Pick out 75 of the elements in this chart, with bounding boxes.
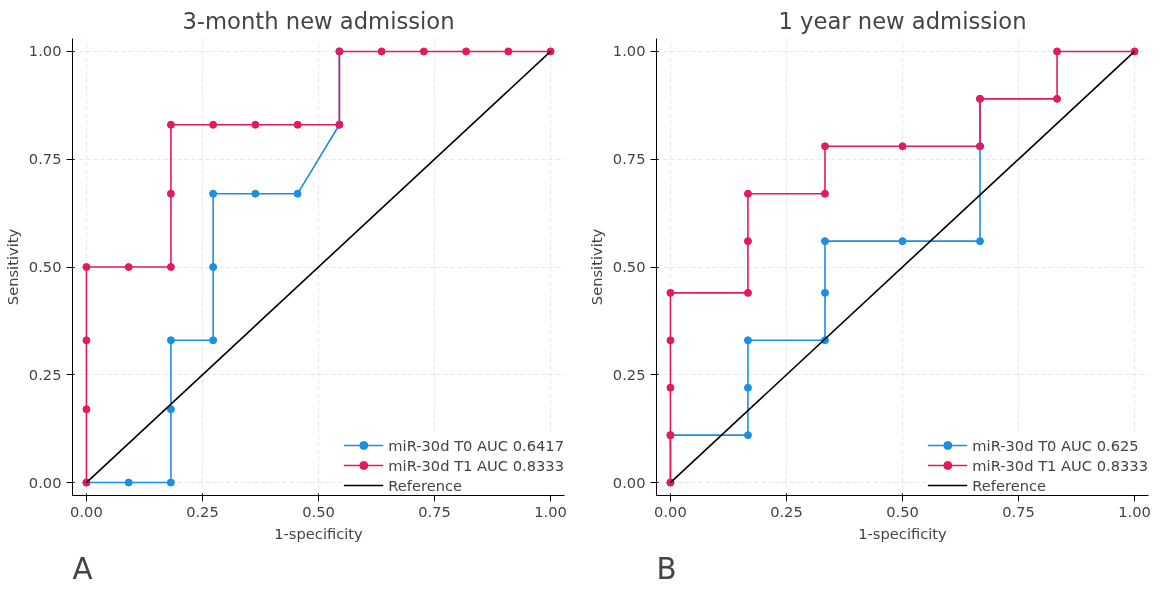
point (166, 263, 175, 271)
point (666, 336, 675, 345)
y-tick-label: 0.25 (612, 365, 646, 383)
x-tick-label: 1.00 (534, 502, 567, 520)
point (209, 120, 218, 129)
point (209, 336, 218, 345)
point (820, 142, 829, 151)
chart-title: 3-month new admission (182, 7, 455, 34)
x-tick-label: 0.50 (886, 502, 919, 520)
x-tick-label: 0.25 (186, 502, 219, 520)
point (898, 142, 907, 151)
x-tick-label: 0.50 (302, 502, 335, 520)
point (743, 189, 752, 198)
point (419, 47, 428, 56)
point (166, 120, 175, 129)
legend-label: miR-30d T1 AUC 0.8333 (388, 456, 564, 474)
point (504, 47, 513, 56)
point (898, 237, 907, 246)
point (82, 336, 91, 345)
y-tick-label: 0.50 (28, 258, 62, 275)
legend-label: miR-30d T0 AUC 0.625 (972, 436, 1139, 454)
point (1053, 47, 1062, 56)
point (743, 237, 752, 246)
x-tick-label: 0.75 (418, 502, 451, 520)
point (209, 189, 218, 198)
legend-label: Reference (388, 476, 463, 494)
point (377, 47, 386, 56)
point (124, 263, 133, 271)
y-tick-label: 0.50 (612, 258, 646, 275)
point (293, 120, 302, 129)
text: A (72, 551, 93, 586)
point (743, 288, 752, 297)
point (166, 478, 175, 487)
point (251, 189, 260, 198)
point (166, 336, 175, 345)
y-tick-label: 0.75 (612, 150, 646, 168)
chart-title: 1 year new admission (778, 7, 1027, 34)
x-tick-label: 0.00 (70, 502, 103, 520)
y-tick-label: 0.00 (612, 473, 646, 491)
legend-label: miR-30d T1 AUC 0.8333 (972, 456, 1148, 474)
y-axis-title: Sensitivity (3, 228, 21, 306)
point (293, 189, 302, 198)
legend-label: Reference (972, 476, 1047, 494)
text: B (656, 551, 677, 586)
point (166, 405, 175, 414)
y-tick-label: 1.00 (612, 42, 646, 60)
x-tick-label: 0.00 (654, 502, 687, 520)
y-tick-label: 1.00 (28, 42, 62, 60)
point (820, 237, 829, 246)
point (1053, 94, 1062, 103)
point (209, 263, 218, 271)
x-tick-label: 0.25 (770, 502, 803, 520)
y-tick-label: 0.75 (28, 150, 62, 168)
y-axis-title: Sensitivity (587, 228, 605, 306)
point (124, 478, 133, 487)
y-tick-label: 0.00 (28, 473, 62, 491)
x-tick-label: 1.00 (1118, 502, 1151, 520)
point (820, 189, 829, 198)
point (251, 120, 260, 129)
point (743, 431, 752, 440)
point (820, 288, 829, 297)
point (743, 336, 752, 345)
point (743, 383, 752, 392)
x-axis-title: 1-specificity (858, 524, 948, 542)
point (976, 237, 985, 246)
point (666, 288, 675, 297)
point (462, 47, 471, 56)
point (82, 263, 91, 271)
legend-label: miR-30d T0 AUC 0.6417 (388, 436, 564, 454)
point (82, 405, 91, 414)
x-tick-label: 0.75 (1002, 502, 1035, 520)
point (166, 189, 175, 198)
x-axis-title: 1-specificity (274, 524, 364, 542)
point (666, 383, 675, 392)
y-tick-label: 0.25 (28, 365, 62, 383)
